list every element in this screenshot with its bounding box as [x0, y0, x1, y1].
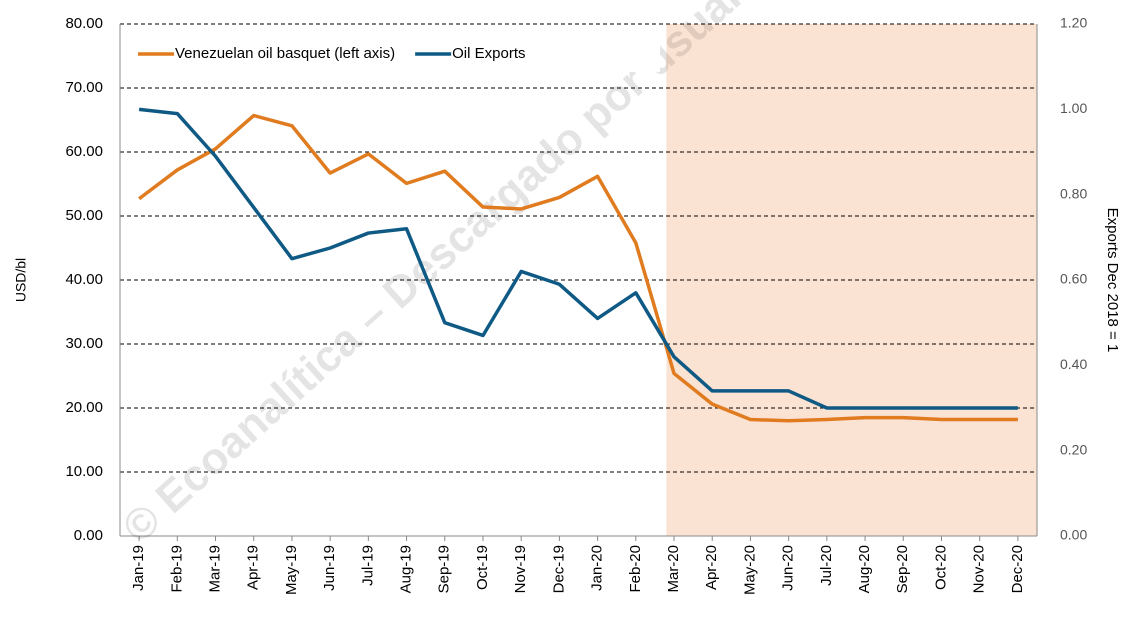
y2-axis-label: Exports Dec 2018 = 1: [1104, 208, 1121, 353]
x-tick-label: Aug-20: [856, 545, 873, 593]
y-tick-label: 40.00: [65, 271, 103, 288]
y2-tick-label: 0.20: [1060, 441, 1087, 457]
y-tick-label: 80.00: [65, 15, 103, 32]
x-tick-label: Aug-19: [398, 545, 415, 593]
y2-tick-label: 0.80: [1060, 185, 1087, 201]
series-line: [138, 107, 1018, 410]
x-tick-label: Dec-20: [1009, 545, 1026, 593]
x-tick-label: Jul-20: [818, 545, 835, 586]
series-line: [138, 113, 1018, 423]
x-tick-label: Apr-20: [703, 545, 720, 590]
y2-tick-label: 1.20: [1060, 15, 1087, 31]
x-tick-label: Apr-19: [245, 545, 262, 590]
x-tick-label: Jan-19: [130, 545, 147, 591]
x-tick-label: Jul-19: [359, 545, 376, 586]
x-tick-label: Sep-19: [436, 545, 453, 593]
x-tick-label: Jun-20: [780, 545, 797, 591]
x-tick-label: Feb-19: [168, 545, 185, 593]
y2-tick-label: 0.40: [1060, 356, 1087, 372]
x-tick-label: Mar-20: [665, 545, 682, 593]
x-tick-label: May-20: [741, 545, 758, 595]
y-tick-label: 20.00: [65, 399, 103, 416]
y-tick-label: 50.00: [65, 207, 103, 224]
y2-tick-label: 0.60: [1060, 271, 1087, 287]
x-tick-label: Jan-20: [589, 545, 606, 591]
y-tick-label: 30.00: [65, 335, 103, 352]
x-tick-label: May-19: [283, 545, 300, 595]
x-tick-label: Feb-20: [627, 545, 644, 593]
y-tick-label: 60.00: [65, 143, 103, 160]
legend-box: [125, 36, 660, 72]
y2-tick-label: 0.00: [1060, 527, 1087, 543]
x-tick-label: Jun-19: [321, 545, 338, 591]
y-tick-label: 70.00: [65, 79, 103, 96]
x-tick-label: Dec-19: [550, 545, 567, 593]
legend-label: Venezuelan oil basquet (left axis): [175, 45, 395, 62]
y-tick-label: 10.00: [65, 463, 103, 480]
x-tick-label: Mar-19: [206, 545, 223, 593]
y-tick-label: 0.00: [74, 527, 103, 544]
x-tick-label: Oct-20: [932, 545, 949, 590]
y2-tick-label: 1.00: [1060, 100, 1087, 116]
x-tick-label: Oct-19: [474, 545, 491, 590]
x-tick-label: Nov-19: [512, 545, 529, 593]
x-tick-label: Nov-20: [971, 545, 988, 593]
y-axis-label: USD/bl: [13, 258, 29, 302]
x-tick-label: Sep-20: [894, 545, 911, 593]
legend-label: Oil Exports: [452, 45, 525, 62]
